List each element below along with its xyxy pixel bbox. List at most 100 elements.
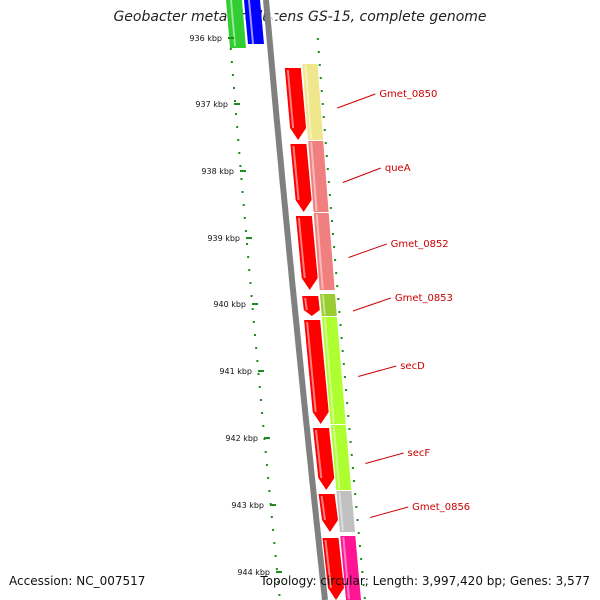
cds-arrow-shine bbox=[320, 495, 326, 521]
gc-dot-right bbox=[335, 272, 338, 274]
partial-gene-green bbox=[226, 0, 246, 48]
gene-label: Gmet_0856 bbox=[412, 502, 470, 513]
accession-text: Accession: NC_007517 bbox=[9, 574, 146, 588]
gc-dot-left bbox=[240, 178, 243, 180]
gc-dot-right bbox=[328, 194, 331, 196]
gc-dot-left bbox=[251, 308, 254, 310]
gc-dot-right bbox=[346, 402, 349, 404]
gene-feature-shine bbox=[323, 317, 335, 424]
gc-dot-right bbox=[342, 363, 345, 365]
gc-dot-left bbox=[252, 321, 255, 323]
gc-dot-right bbox=[319, 77, 322, 79]
gc-dot-right bbox=[343, 376, 346, 378]
cds-arrow-shine bbox=[304, 297, 308, 311]
gene-feature-shine bbox=[304, 64, 313, 140]
gene-label-leader bbox=[337, 93, 376, 109]
gc-dot-left bbox=[269, 503, 272, 505]
genome-title: Geobacter metallireducens GS-15, complet… bbox=[113, 9, 487, 25]
gene-feature-shine bbox=[332, 425, 341, 490]
gene-feature-block bbox=[340, 536, 361, 600]
gc-dot-left bbox=[243, 217, 246, 219]
gc-dot-left bbox=[246, 243, 249, 245]
gc-dot-left bbox=[265, 464, 268, 466]
gc-dot-left bbox=[257, 373, 260, 375]
gc-dot-right bbox=[336, 285, 339, 287]
gc-dot-right bbox=[327, 181, 330, 183]
gene-label: Gmet_0850 bbox=[379, 89, 437, 100]
gc-dot-right bbox=[331, 233, 334, 235]
gene-feature-shine bbox=[310, 141, 318, 212]
gc-dot-right bbox=[339, 324, 342, 326]
gene-feature-block bbox=[321, 317, 346, 424]
gc-dot-left bbox=[262, 425, 265, 427]
gene-feature-block bbox=[320, 294, 337, 316]
gc-dot-right bbox=[333, 246, 336, 248]
gc-dot-right bbox=[334, 259, 337, 261]
gene-feature-shine bbox=[342, 536, 350, 600]
gc-dot-left bbox=[270, 516, 273, 518]
gc-dot-left bbox=[277, 581, 280, 583]
gc-dot-right bbox=[357, 532, 360, 534]
cds-arrow-shine bbox=[297, 217, 306, 279]
gc-dot-left bbox=[267, 477, 270, 479]
gc-dot-right bbox=[358, 545, 361, 547]
gc-dot-left bbox=[261, 412, 264, 414]
gc-dot-left bbox=[237, 139, 240, 141]
ruler-tick-label: 937 kbp bbox=[195, 100, 228, 109]
gene-label: secF bbox=[408, 448, 431, 459]
ruler-tick-label: 940 kbp bbox=[213, 300, 246, 309]
gene-label-leader bbox=[365, 452, 404, 464]
partial-gene-blue-shine bbox=[248, 0, 254, 44]
gc-dot-right bbox=[321, 103, 324, 105]
gc-dot-right bbox=[356, 519, 359, 521]
gc-dot-right bbox=[323, 129, 326, 131]
gc-dot-left bbox=[238, 152, 241, 154]
gene-label-leader bbox=[348, 243, 387, 258]
gc-dot-right bbox=[317, 51, 320, 53]
gc-dot-left bbox=[272, 529, 275, 531]
gc-dot-right bbox=[326, 168, 329, 170]
gene-label-leader bbox=[352, 297, 392, 312]
gc-dot-left bbox=[239, 165, 242, 167]
ruler-tick-label: 944 kbp bbox=[237, 568, 270, 577]
gene-label-leader bbox=[358, 365, 397, 377]
gc-dot-right bbox=[324, 142, 327, 144]
gc-dot-right bbox=[363, 597, 366, 599]
gc-dot-right bbox=[318, 64, 321, 66]
gc-dot-left bbox=[254, 334, 257, 336]
gene-label: Gmet_0852 bbox=[391, 239, 449, 250]
gc-dot-right bbox=[329, 207, 332, 209]
cds-arrow-shine bbox=[306, 321, 317, 413]
ruler-tick-label: 943 kbp bbox=[231, 501, 264, 510]
ruler-tick-label: 938 kbp bbox=[201, 167, 234, 176]
gc-dot-left bbox=[244, 230, 247, 232]
gc-dot-right bbox=[325, 155, 328, 157]
gc-dot-left bbox=[256, 360, 259, 362]
gene-feature-block bbox=[302, 64, 324, 140]
gene-label: queA bbox=[385, 163, 411, 174]
gene-feature-shine bbox=[315, 213, 324, 290]
gc-dot-left bbox=[241, 191, 244, 193]
gc-dot-left bbox=[258, 386, 261, 388]
gene-label-leader bbox=[342, 167, 382, 183]
gc-dot-right bbox=[320, 90, 323, 92]
gc-dot-right bbox=[355, 506, 358, 508]
gc-dot-left bbox=[248, 269, 251, 271]
cds-arrow-shine bbox=[324, 539, 332, 589]
gene-label-leader bbox=[370, 506, 409, 518]
gc-dot-right bbox=[351, 467, 354, 469]
gc-dot-left bbox=[275, 568, 278, 570]
partial-gene-blue bbox=[244, 0, 264, 44]
gc-dot-left bbox=[268, 490, 271, 492]
gc-dot-left bbox=[278, 594, 281, 596]
gc-dot-right bbox=[345, 389, 348, 391]
gc-dot-right bbox=[360, 558, 363, 560]
gc-dot-left bbox=[230, 61, 233, 63]
gc-dot-right bbox=[347, 415, 350, 417]
gc-dot-right bbox=[340, 337, 343, 339]
gene-feature-block bbox=[330, 425, 352, 490]
gene-label: Gmet_0853 bbox=[395, 293, 453, 304]
gc-dot-left bbox=[242, 204, 245, 206]
topology-text: Topology: circular; Length: 3,997,420 bp… bbox=[260, 574, 590, 588]
